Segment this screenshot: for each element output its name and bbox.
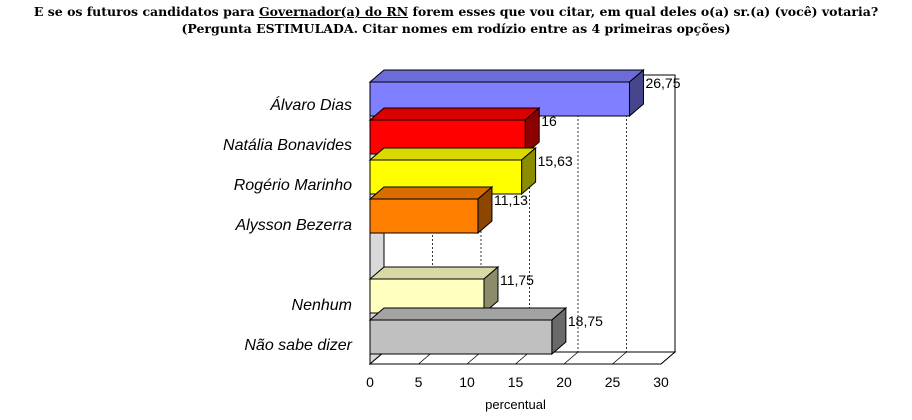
floor-gridline [612,351,627,365]
floor-gridline [660,351,676,365]
bar [369,198,479,234]
category-label: Álvaro Dias [269,95,352,114]
category-label: Natália Bonavides [223,137,352,154]
category-label: Alysson Bezerra [235,217,353,234]
bars-group [368,68,645,356]
chart-title: E se os futuros candidatos para Governad… [0,3,912,37]
bar-top-face [368,147,537,161]
data-label: 15,63 [538,153,573,169]
title-underlined: Governador(a) do RN [258,4,409,19]
bar [369,278,485,314]
bar-top-face [368,107,541,121]
bar [369,319,553,355]
x-tick-label: 0 [366,374,374,390]
labels-group: 0 5 10 15 20 25 30 percentual 26,75 Álvaro Dias 16… [223,75,681,412]
title-suffix: forem esses que vou citar, em qual deles… [408,4,879,19]
floor-gridline [563,351,579,365]
data-label: 11,75 [500,272,534,288]
bar-top-face [368,307,568,321]
data-label: 11,13 [494,192,528,208]
data-label: 18,75 [568,313,603,329]
bar-top-face [368,186,494,200]
x-tick-label: 15 [508,374,524,390]
category-label: Não sabe dizer [244,337,352,354]
data-label: 16 [541,113,557,129]
x-tick-label: 10 [459,374,475,390]
bar-top-face [368,266,500,280]
category-label: Nenhum [292,297,352,314]
data-label: 26,75 [645,75,680,91]
title-prefix: E se os futuros candidatos para [33,4,259,19]
category-label: Rogério Marinho [234,177,352,194]
x-tick-label: 5 [415,374,423,390]
x-tick-label: 30 [653,374,669,390]
title-line-2: (Pergunta ESTIMULADA. Citar nomes em rod… [181,21,731,36]
x-tick-label: 25 [605,374,621,390]
bar-top-face [368,69,645,83]
title-line-1: E se os futuros candidatos para Governad… [0,3,912,20]
x-tick-label: 20 [556,374,572,390]
x-axis-title: percentual [485,397,546,412]
